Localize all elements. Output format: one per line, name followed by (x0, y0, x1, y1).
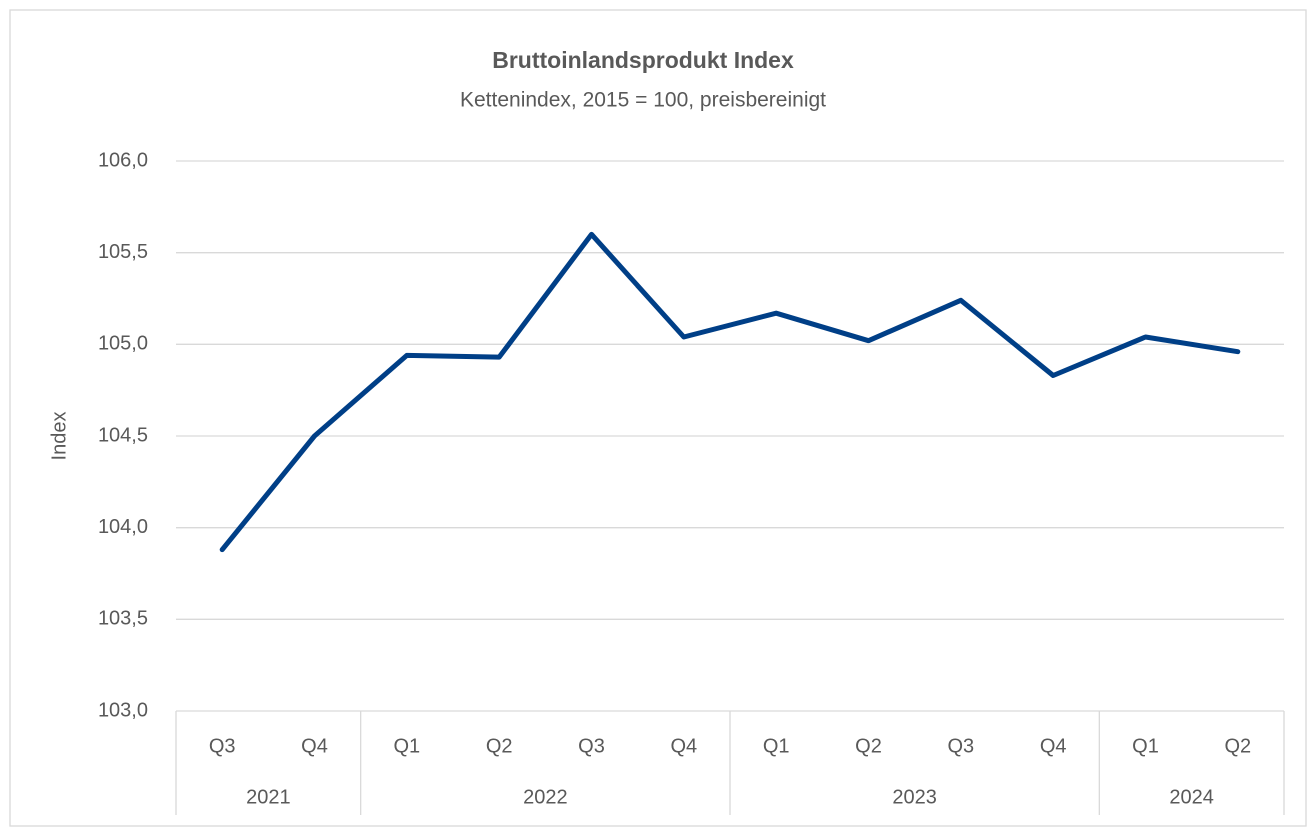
x-group-label: 2024 (1169, 786, 1214, 808)
x-group-label: 2022 (523, 786, 568, 808)
x-tick-label: Q3 (947, 735, 974, 757)
x-tick-label: Q3 (578, 735, 605, 757)
y-tick-label: 103,5 (98, 608, 148, 630)
y-tick-label: 105,0 (98, 333, 148, 355)
y-tick-label: 104,0 (98, 516, 148, 538)
x-tick-label: Q4 (301, 735, 328, 757)
x-tick-label: Q2 (855, 735, 882, 757)
x-tick-label: Q2 (1224, 735, 1251, 757)
x-tick-label: Q3 (209, 735, 236, 757)
y-tick-label: 103,0 (98, 699, 148, 721)
chart-title: Bruttoinlandsprodukt Index (492, 47, 794, 73)
x-tick-label: Q4 (1040, 735, 1067, 757)
x-tick-label: Q4 (670, 735, 697, 757)
x-tick-label: Q2 (486, 735, 513, 757)
x-group-label: 2021 (246, 786, 291, 808)
y-axis-label: Index (48, 412, 70, 461)
y-tick-label: 105,5 (98, 241, 148, 263)
x-tick-label: Q1 (393, 735, 420, 757)
x-tick-label: Q1 (763, 735, 790, 757)
y-tick-label: 104,5 (98, 424, 148, 446)
y-tick-label: 106,0 (98, 149, 148, 171)
data-line (219, 231, 1241, 553)
x-group-label: 2023 (892, 786, 937, 808)
x-tick-label: Q1 (1132, 735, 1159, 757)
chart-border (9, 9, 1307, 827)
chart-subtitle: Kettenindex, 2015 = 100, preisbereinigt (460, 89, 826, 112)
